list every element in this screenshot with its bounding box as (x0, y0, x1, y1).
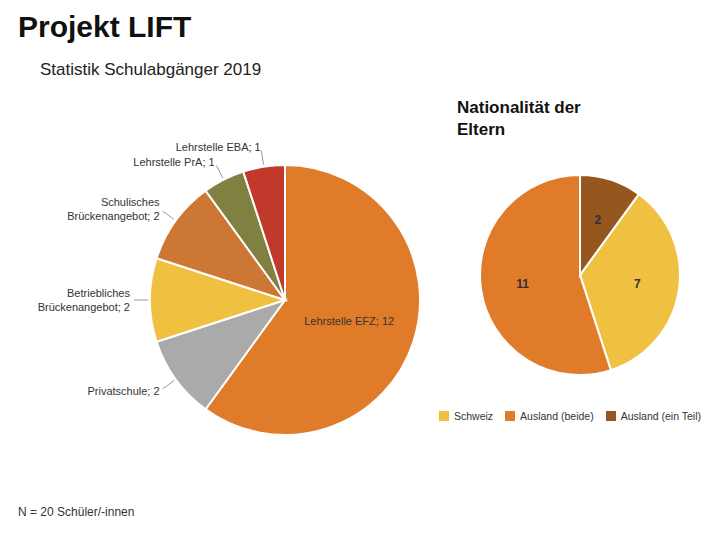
svg-text:11: 11 (516, 277, 529, 291)
html-text:Nationalität der Eltern: Nationalität der Eltern (457, 98, 581, 140)
svg-text:Lehrstelle PrA; 1: Lehrstelle PrA; 1 (133, 156, 214, 168)
svg-text:7: 7 (634, 277, 641, 291)
svg-text:Lehrstelle EFZ; 12: Lehrstelle EFZ; 12 (304, 315, 394, 327)
html-text:Ausland (ein Teil): Ausland (ein Teil) (620, 410, 701, 422)
svg-text:Privatschule; 2: Privatschule; 2 (87, 385, 159, 397)
html-text:Projekt LIFT: Projekt LIFT (18, 10, 192, 43)
svg-text:SchulischesBrückenangebot; 2: SchulischesBrückenangebot; 2 (67, 196, 160, 222)
html-text:Ausland (beide): Ausland (beide) (520, 410, 594, 422)
svg-text:BetrieblichesBrückenangebot; 2: BetrieblichesBrückenangebot; 2 (38, 287, 131, 313)
html-text:Statistik Schulabgänger 2019: Statistik Schulabgänger 2019 (40, 60, 262, 79)
html-text:Schweiz: Schweiz (454, 410, 494, 422)
svg-text:2: 2 (595, 213, 602, 227)
svg-text:Lehrstelle EBA; 1: Lehrstelle EBA; 1 (176, 141, 261, 153)
html-text:N = 20 Schüler/-innen: N = 20 Schüler/-innen (18, 505, 135, 519)
